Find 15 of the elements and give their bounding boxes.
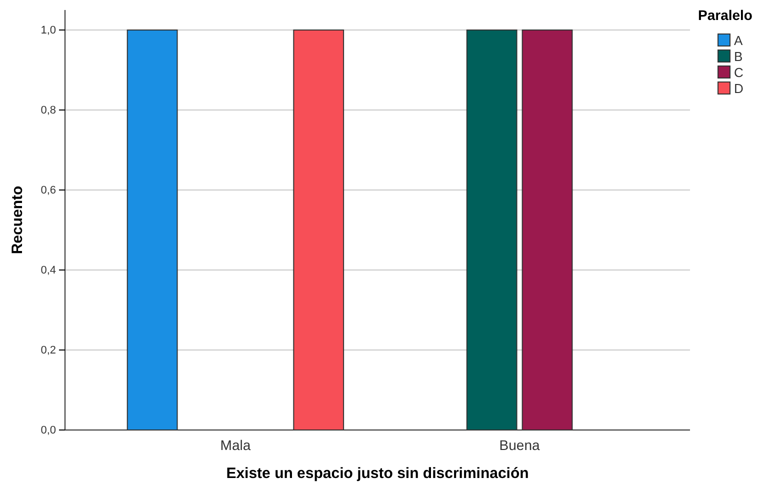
y-tick-label: 0,8 <box>40 104 56 117</box>
y-tick-label: 0,2 <box>40 344 56 357</box>
legend-title: Paralelo <box>698 7 752 23</box>
y-axis-title: Recuento <box>9 186 26 254</box>
legend-label: B <box>734 49 743 64</box>
x-tick-label: Buena <box>499 436 540 453</box>
legend-label: D <box>734 81 744 96</box>
y-tick-label: 0,4 <box>40 264 56 277</box>
x-tick-label: Mala <box>220 436 251 453</box>
x-axis-title: Existe un espacio justo sin discriminación <box>226 465 529 482</box>
legend-label: C <box>734 65 744 80</box>
y-tick-label: 0,0 <box>40 424 56 437</box>
legend-label: A <box>734 33 743 48</box>
y-tick-label: 1,0 <box>40 24 56 37</box>
y-tick-label: 0,6 <box>40 184 56 197</box>
